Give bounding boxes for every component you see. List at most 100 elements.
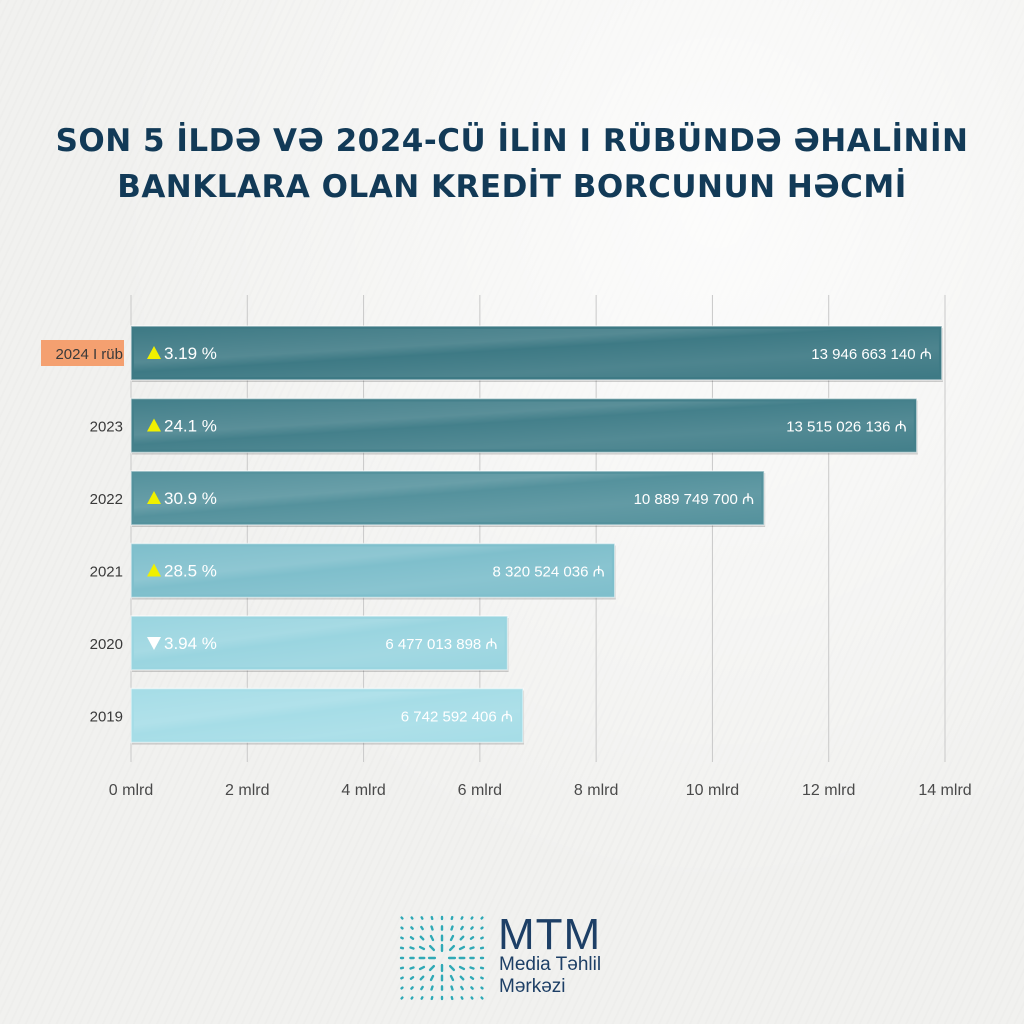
category-label: 2023 [90, 419, 123, 436]
logo-dot [449, 934, 455, 942]
logo-dot [410, 996, 414, 1000]
logo-dot [470, 996, 474, 1000]
value-label: 13 946 663 140 ₼ [811, 346, 932, 363]
logo-dot [418, 945, 426, 951]
highlight-label-bg [41, 340, 124, 366]
change-label: 3.94 % [164, 634, 217, 653]
category-label: 2024 I rüb [55, 346, 123, 363]
logo-dot [400, 926, 404, 930]
category-label: 2020 [90, 636, 123, 653]
x-tick-label: 8 mlrd [574, 782, 618, 799]
logo-dot [409, 936, 415, 940]
logo-dot [420, 925, 424, 931]
logo-dot [400, 996, 404, 1000]
logo-dot [409, 946, 415, 950]
value-label: 8 320 524 036 ₼ [493, 564, 605, 581]
logo-name: MTM [498, 910, 602, 959]
chart-title: SON 5 İLDƏ VƏ 2024-CÜ İLİN I RÜBÜNDƏ ƏHA… [0, 118, 1024, 210]
logo-dot [400, 936, 404, 940]
down-arrow-icon [147, 637, 161, 650]
value-label: 6 477 013 898 ₼ [385, 636, 497, 653]
logo-dot [419, 975, 425, 981]
logo-dot [410, 926, 414, 930]
category-label: 2019 [90, 709, 123, 726]
logo-dot [449, 974, 455, 982]
x-tick-label: 0 mlrd [109, 782, 153, 799]
title-line-1: SON 5 İLDƏ VƏ 2024-CÜ İLİN I RÜBÜNDƏ ƏHA… [55, 123, 969, 159]
bar-gloss [134, 329, 939, 377]
logo-dot [429, 974, 435, 982]
value-label: 6 742 592 406 ₼ [401, 709, 513, 726]
change-label: 30.9 % [164, 489, 217, 508]
x-tick-label: 14 mlrd [918, 782, 971, 799]
logo-dot [400, 976, 404, 980]
change-label: 3.19 % [164, 344, 217, 363]
logo-dot [470, 916, 474, 920]
bar-gloss [134, 619, 505, 667]
logo-subtitle-line-1: Media Təhlil [499, 954, 602, 975]
change-label: 24.1 % [164, 417, 217, 436]
logo-dot [420, 996, 424, 1000]
x-tick-label: 12 mlrd [802, 782, 855, 799]
logo-dot [459, 975, 465, 981]
logo-dot [410, 916, 414, 920]
logo-dot [430, 925, 434, 931]
logo-dot [460, 996, 464, 1000]
up-arrow-icon [147, 563, 161, 577]
logo-dot [400, 986, 404, 990]
logo-dot [450, 925, 454, 931]
value-label: 10 889 749 700 ₼ [634, 491, 755, 508]
logo-dot [460, 925, 464, 931]
bar-gloss [134, 401, 914, 450]
logo-dot [460, 916, 464, 920]
bar-gloss [134, 474, 762, 522]
mtm-logo: MTM Media Təhlil Mərkəzi [398, 910, 638, 1002]
logo-subtitle-line-2: Mərkəzi [499, 976, 566, 997]
x-tick-label: 10 mlrd [686, 782, 739, 799]
logo-dot [458, 965, 466, 971]
logo-dot [469, 976, 475, 980]
logo-dot [409, 966, 415, 970]
logo-dot [428, 964, 436, 972]
value-label: 13 515 026 136 ₼ [786, 419, 907, 436]
logo-dot [410, 986, 414, 990]
logo-dot [420, 916, 424, 920]
logo-dot [418, 965, 426, 971]
title-line-2: BANKLARA OLAN KREDİT BORCUNUN HƏCMİ [117, 169, 907, 205]
logo-dot [428, 944, 436, 952]
logo-dot [469, 936, 475, 940]
logo-dot [448, 944, 456, 952]
logo-dot [419, 935, 425, 941]
category-label: 2022 [90, 491, 123, 508]
up-arrow-icon [147, 418, 161, 432]
change-label: 28.5 % [164, 562, 217, 581]
logo-dot [450, 985, 454, 991]
bar-chart: 0 mlrd 2 mlrd 4 mlrd 6 mlrd 8 mlrd 10 mlrd 12 … [41, 295, 972, 799]
logo-dot [458, 945, 466, 951]
logo-dot [420, 985, 424, 991]
logo-dot [409, 976, 415, 980]
logo-dot [470, 926, 474, 930]
logo-dot [480, 926, 484, 930]
logo-dot [430, 985, 434, 991]
logo-dot [459, 935, 465, 941]
bar-gloss [134, 691, 521, 740]
logo-dot [480, 936, 484, 940]
logo-dot [480, 916, 484, 920]
up-arrow-icon [147, 346, 161, 359]
x-tick-label: 6 mlrd [458, 782, 502, 799]
x-tick-label: 4 mlrd [341, 782, 385, 799]
logo-dot [480, 996, 484, 1000]
logo-dot [469, 946, 475, 950]
logo-dot [400, 916, 404, 920]
category-label: 2021 [90, 564, 123, 581]
logo-dot [448, 964, 456, 972]
bar-gloss [134, 546, 612, 595]
logo-dot [469, 966, 475, 970]
logo-mark-icon [399, 915, 485, 1001]
x-tick-label: 2 mlrd [225, 782, 269, 799]
logo-dot [470, 986, 474, 990]
logo-dot [429, 934, 435, 942]
logo-dot [460, 985, 464, 991]
logo-dot [480, 986, 484, 990]
